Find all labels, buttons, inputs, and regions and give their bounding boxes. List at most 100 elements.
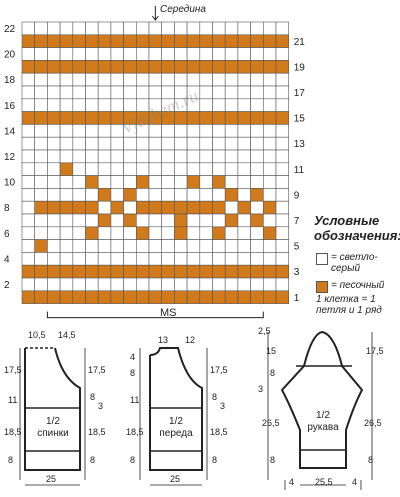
row-label-right: 15 xyxy=(294,114,306,125)
row-label-left: 2 xyxy=(4,280,10,291)
chart-cell xyxy=(199,149,213,164)
chart-cell xyxy=(186,239,201,253)
back-right-dim-4: 8 xyxy=(90,455,96,465)
chart-cell xyxy=(262,175,277,189)
chart-cell xyxy=(47,98,61,112)
legend-label-light: = светло-серый xyxy=(331,252,378,274)
front-side-num: 3 xyxy=(220,401,226,411)
chart-cell xyxy=(85,188,99,202)
chart-cell xyxy=(250,98,264,112)
back-left-dim-2: 11 xyxy=(8,395,18,405)
chart-cell xyxy=(97,213,112,228)
chart-cell xyxy=(161,175,175,189)
chart-cell xyxy=(174,162,188,176)
chart-cell xyxy=(275,21,289,36)
chart-cell xyxy=(199,226,213,240)
row-label-left: 6 xyxy=(4,229,10,240)
chart-cell xyxy=(123,98,137,112)
chart-cell xyxy=(110,136,124,151)
chart-cell xyxy=(72,239,86,253)
sleeve-outline xyxy=(280,330,364,469)
chart-cell xyxy=(123,136,137,151)
chart-cell xyxy=(34,111,48,125)
dimension-lines xyxy=(19,332,373,490)
chart-cell xyxy=(136,136,150,151)
chart-cell xyxy=(47,226,61,240)
chart-cell xyxy=(275,72,289,87)
chart-cell xyxy=(123,264,137,279)
chart-cell xyxy=(97,175,112,189)
front-bottom-dim: 25 xyxy=(170,474,181,484)
chart-cell xyxy=(72,188,86,202)
chart-cell xyxy=(136,213,150,228)
chart-cell xyxy=(262,136,277,151)
chart-cell xyxy=(212,264,226,279)
sleeve-left-dim-2: 8 xyxy=(270,368,276,378)
chart-cell xyxy=(224,226,239,240)
chart-cell xyxy=(212,277,226,292)
chart-cell xyxy=(21,72,35,87)
row-label-left: 12 xyxy=(4,152,16,163)
legend-swatch-sand xyxy=(316,281,328,293)
chart-cell xyxy=(212,188,226,202)
sleeve-piece xyxy=(280,330,364,469)
chart-cell xyxy=(237,85,251,100)
chart-cell xyxy=(110,21,124,36)
chart-cell xyxy=(72,98,86,112)
chart-cell xyxy=(186,213,201,228)
front-left-dim-3: 11 xyxy=(130,395,140,405)
chart-cell xyxy=(212,162,226,176)
chart-cell xyxy=(224,34,239,48)
chart-cell xyxy=(21,226,35,240)
chart-cell xyxy=(212,124,226,138)
chart-cell xyxy=(72,264,86,279)
chart-cell xyxy=(59,98,74,112)
chart-cell xyxy=(224,213,239,228)
chart-cell xyxy=(72,136,86,151)
chart-cell xyxy=(85,252,99,266)
chart-cell xyxy=(110,226,124,240)
chart-cell xyxy=(186,252,201,266)
legend-note: 1 клетка = 1 петля и 1 ряд xyxy=(316,294,382,316)
chart-cell xyxy=(224,252,239,266)
back-outline xyxy=(24,347,81,471)
chart-cell xyxy=(174,213,188,228)
chart-cell xyxy=(275,239,289,253)
chart-cell xyxy=(186,60,201,74)
sleeve-bottom-dim-1: 4 xyxy=(289,477,295,487)
chart-cell xyxy=(136,72,150,87)
chart-cell xyxy=(275,277,289,292)
chart-cell xyxy=(161,213,175,228)
chart-cell xyxy=(212,34,226,48)
chart-cell xyxy=(250,264,264,279)
chart-cell xyxy=(85,162,99,176)
chart-cell xyxy=(47,72,61,87)
chart-cell xyxy=(186,136,201,151)
chart-cell xyxy=(161,149,175,164)
chart-cell xyxy=(250,162,264,176)
chart-cell xyxy=(212,136,226,151)
sleeve-left-dim-3: 3 xyxy=(258,384,264,394)
chart-cell xyxy=(85,213,99,228)
chart-cell xyxy=(47,213,61,228)
chart-cell xyxy=(161,252,175,266)
row-label-left: 4 xyxy=(4,254,10,265)
chart-cell xyxy=(85,21,99,36)
chart-cell xyxy=(224,111,239,125)
chart-cell xyxy=(224,124,239,138)
chart-cell xyxy=(275,175,289,189)
chart-cell xyxy=(110,162,124,176)
row-label-left: 14 xyxy=(4,126,16,137)
chart-cell xyxy=(148,252,162,266)
chart-cell xyxy=(110,239,124,253)
chart-cell xyxy=(85,200,99,215)
chart-cell xyxy=(174,149,188,164)
chart-cell xyxy=(262,47,277,61)
chart-cell xyxy=(275,85,289,100)
chart-cell xyxy=(262,85,277,100)
chart-cell xyxy=(237,111,251,125)
front-left-dim-5: 8 xyxy=(130,455,136,465)
chart-cell xyxy=(21,264,35,279)
front-right-dim-3: 18,5 xyxy=(210,427,228,437)
chart-cell xyxy=(21,277,35,292)
